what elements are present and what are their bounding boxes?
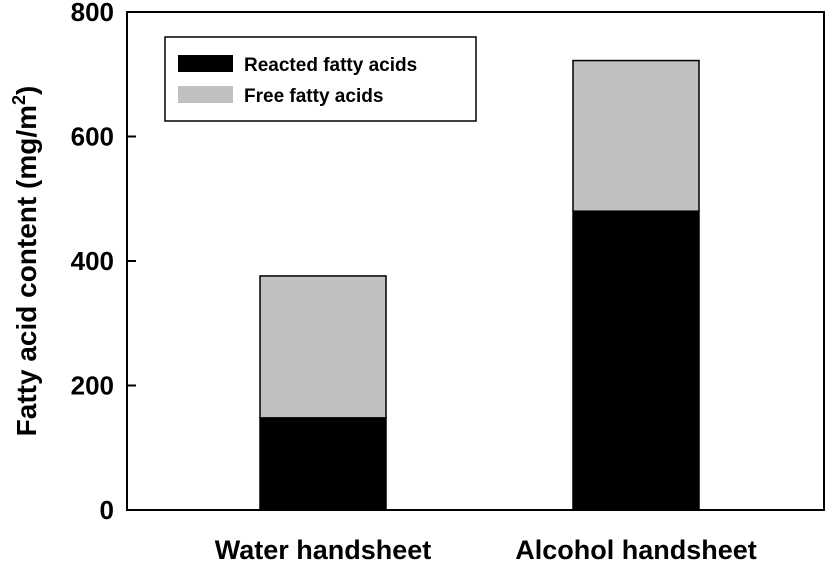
legend-swatch-free bbox=[178, 86, 233, 103]
y-axis-ticks: 0 200 400 600 800 bbox=[71, 0, 136, 525]
y-axis-title-superscript: 2 bbox=[9, 95, 29, 105]
y-axis-title-suffix: ) bbox=[11, 86, 42, 95]
legend-box bbox=[164, 36, 477, 122]
bars-group bbox=[259, 59, 700, 511]
x-axis-ticks: Water handsheet Alcohol handsheet bbox=[215, 501, 757, 562]
y-tick-label-600: 600 bbox=[71, 122, 114, 152]
x-category-label-alcohol: Alcohol handsheet bbox=[515, 535, 757, 562]
y-axis-title: Fatty acid content (mg/m2) bbox=[9, 86, 42, 437]
legend-label-reacted: Reacted fatty acids bbox=[244, 55, 417, 76]
y-tick-label-0: 0 bbox=[100, 495, 114, 525]
bar-free-alcohol bbox=[572, 59, 700, 212]
legend-swatch-reacted bbox=[178, 55, 233, 72]
y-tick-label-800: 800 bbox=[71, 0, 114, 27]
legend-label-free: Free fatty acids bbox=[244, 86, 383, 107]
x-category-label-water: Water handsheet bbox=[215, 535, 432, 562]
y-tick-label-400: 400 bbox=[71, 246, 114, 276]
bar-free-water bbox=[259, 275, 387, 419]
y-tick-label-200: 200 bbox=[71, 371, 114, 401]
legend: Reacted fatty acids Free fatty acids bbox=[164, 36, 477, 122]
bar-reacted-water bbox=[259, 417, 387, 511]
bar-reacted-alcohol bbox=[572, 210, 700, 511]
y-axis-title-main: Fatty acid content (mg/m bbox=[11, 105, 42, 436]
